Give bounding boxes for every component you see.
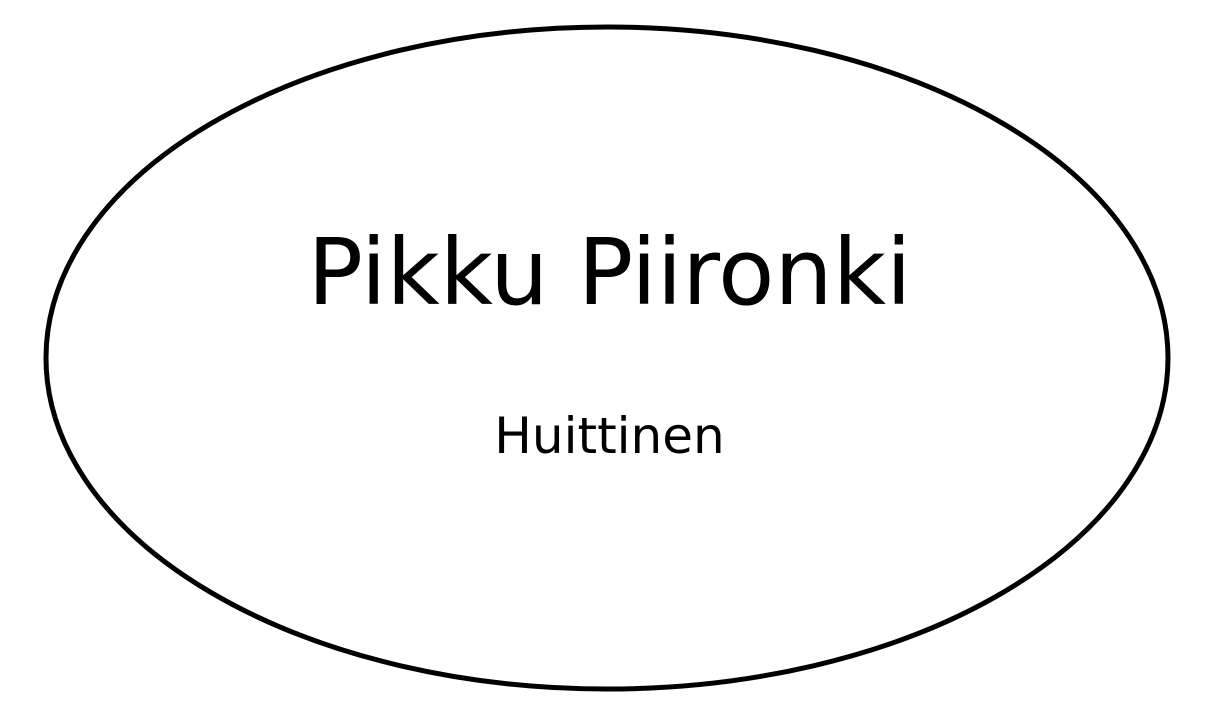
shop-location: Huittinen [494, 407, 725, 465]
shop-name: Pikku Piironki [307, 219, 912, 326]
